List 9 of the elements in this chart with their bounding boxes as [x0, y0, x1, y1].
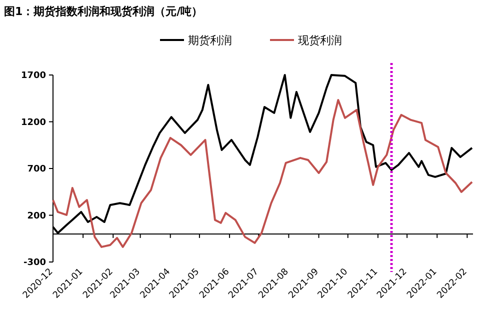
y-tick-label: -300: [23, 258, 46, 268]
y-tick-label: 1200: [20, 118, 46, 128]
line-series: [52, 98, 474, 248]
y-tick-label: 200: [27, 211, 46, 222]
y-tick-label: 700: [27, 164, 46, 175]
y-tick-label: 1700: [20, 71, 46, 82]
legend-label: 期货利润: [188, 34, 232, 47]
chart-title: 图1：期货指数利润和现货利润（元/吨）: [4, 5, 203, 18]
legend-label: 现货利润: [298, 34, 342, 47]
